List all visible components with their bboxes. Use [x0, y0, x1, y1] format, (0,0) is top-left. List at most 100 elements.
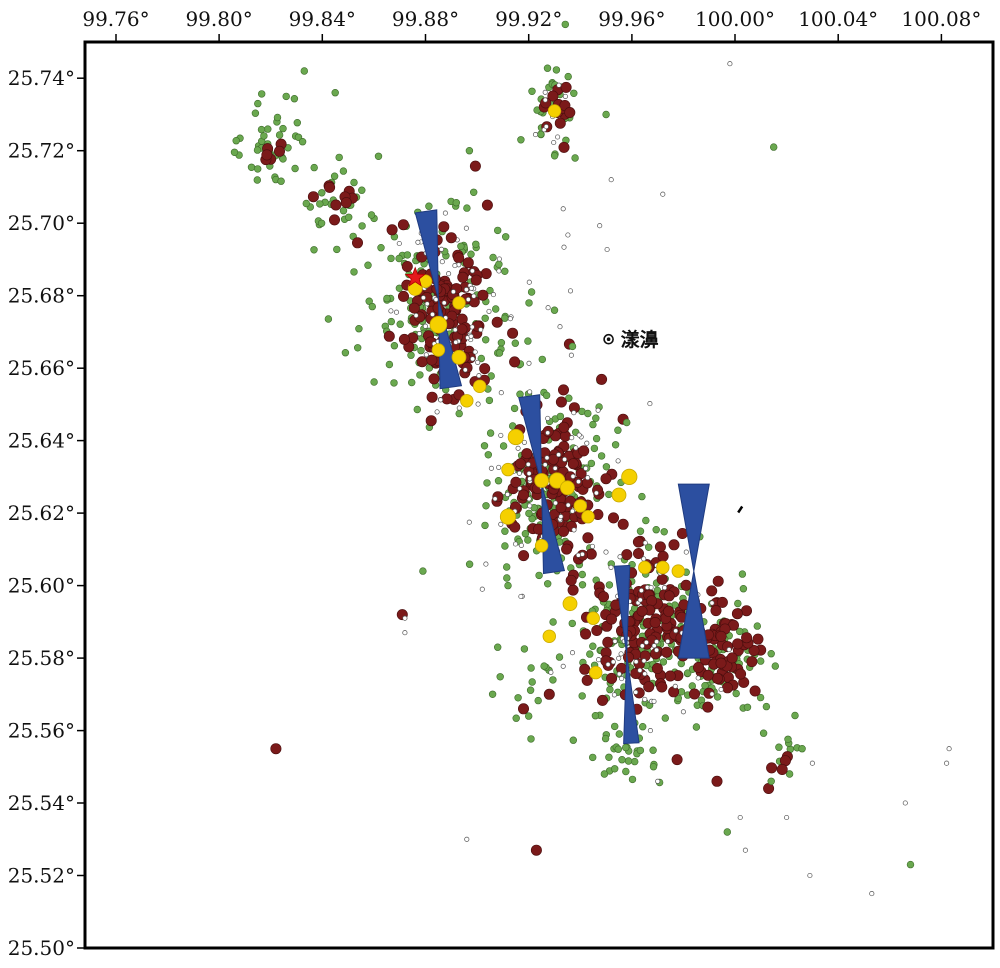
event-small: [497, 339, 506, 347]
event-small: [291, 164, 299, 173]
event-medium: [324, 181, 336, 193]
event-small: [759, 729, 768, 737]
event-tiny: [642, 540, 648, 546]
y-tick-label: 25.56°: [8, 719, 75, 743]
event-tiny: [402, 615, 408, 621]
event-small: [355, 325, 363, 333]
event-medium: [711, 775, 723, 787]
event-medium: [606, 672, 618, 684]
event-tiny: [438, 397, 444, 403]
town-dot-icon: [606, 337, 611, 342]
event-tiny: [551, 139, 557, 146]
event-medium: [741, 632, 753, 644]
event-tiny: [709, 691, 715, 697]
event-small: [521, 529, 530, 538]
y-tick-label: 25.66°: [8, 356, 75, 380]
event-medium: [557, 384, 569, 396]
event-small: [611, 441, 620, 449]
event-small: [784, 735, 792, 743]
event-small: [511, 339, 519, 347]
event-small: [538, 355, 546, 364]
event-small: [275, 131, 284, 139]
event-tiny: [438, 246, 445, 252]
event-small: [568, 619, 576, 628]
event-tiny: [516, 470, 522, 476]
event-medium: [517, 489, 529, 501]
event-tiny: [507, 316, 513, 322]
event-medium: [564, 107, 576, 119]
event-large: [611, 487, 627, 503]
event-tiny: [557, 324, 563, 330]
event-tiny: [742, 847, 748, 853]
event-medium: [605, 613, 617, 625]
event-small: [602, 463, 611, 471]
event-tiny: [593, 490, 599, 496]
event-tiny: [526, 279, 532, 285]
event-medium: [428, 373, 440, 385]
event-small: [661, 714, 669, 722]
event-small: [592, 414, 600, 422]
event-tiny: [585, 475, 591, 481]
event-small: [494, 226, 502, 235]
event-small: [481, 521, 489, 530]
event-medium: [270, 743, 282, 755]
event-small: [543, 580, 552, 588]
event-small: [791, 711, 799, 720]
event-small: [367, 211, 376, 219]
event-small: [516, 390, 524, 398]
event-tiny: [544, 455, 550, 461]
event-medium: [328, 214, 340, 226]
x-tick-label: 99.84°: [289, 7, 356, 31]
event-small: [524, 536, 532, 544]
event-medium: [340, 197, 352, 209]
event-small: [652, 525, 660, 534]
event-medium: [481, 199, 493, 211]
event-tiny: [718, 686, 724, 693]
event-tiny: [612, 638, 618, 644]
event-medium: [383, 330, 395, 342]
event-tiny: [584, 440, 590, 446]
event-tiny: [526, 360, 532, 366]
event-tiny: [709, 600, 715, 606]
event-tiny: [643, 639, 649, 645]
event-tiny: [637, 597, 643, 603]
event-tiny: [562, 93, 568, 99]
event-medium: [456, 323, 468, 335]
event-tiny: [619, 676, 625, 682]
event-tiny: [393, 309, 400, 315]
event-medium: [561, 543, 573, 555]
event-tiny: [615, 458, 621, 464]
event-small: [565, 394, 573, 402]
event-small: [606, 685, 614, 694]
event-tiny: [673, 628, 679, 634]
event-large: [547, 104, 562, 118]
event-tiny: [521, 439, 527, 445]
event-tiny: [555, 134, 561, 140]
event-small: [413, 405, 421, 414]
event-medium: [426, 391, 438, 403]
event-small: [345, 213, 353, 222]
event-medium: [515, 458, 527, 470]
event-medium: [397, 219, 409, 231]
event-medium: [543, 688, 555, 700]
event-tiny: [807, 872, 813, 879]
event-small: [465, 560, 474, 568]
event-small: [762, 702, 771, 711]
axis-ticks: [77, 34, 943, 949]
y-tick-label: 25.58°: [8, 646, 75, 670]
event-tiny: [558, 514, 564, 520]
event-medium: [668, 539, 680, 551]
event-small: [636, 746, 645, 755]
event-tiny: [512, 541, 519, 547]
event-small: [769, 143, 778, 151]
event-medium: [602, 636, 614, 648]
event-small: [528, 515, 536, 523]
event-large: [499, 508, 517, 525]
event-tiny: [809, 760, 815, 766]
event-tiny: [472, 349, 478, 355]
event-small: [524, 337, 532, 345]
event-tiny: [869, 891, 875, 897]
event-small: [298, 138, 307, 146]
event-tiny: [441, 300, 447, 306]
event-medium: [711, 672, 723, 684]
